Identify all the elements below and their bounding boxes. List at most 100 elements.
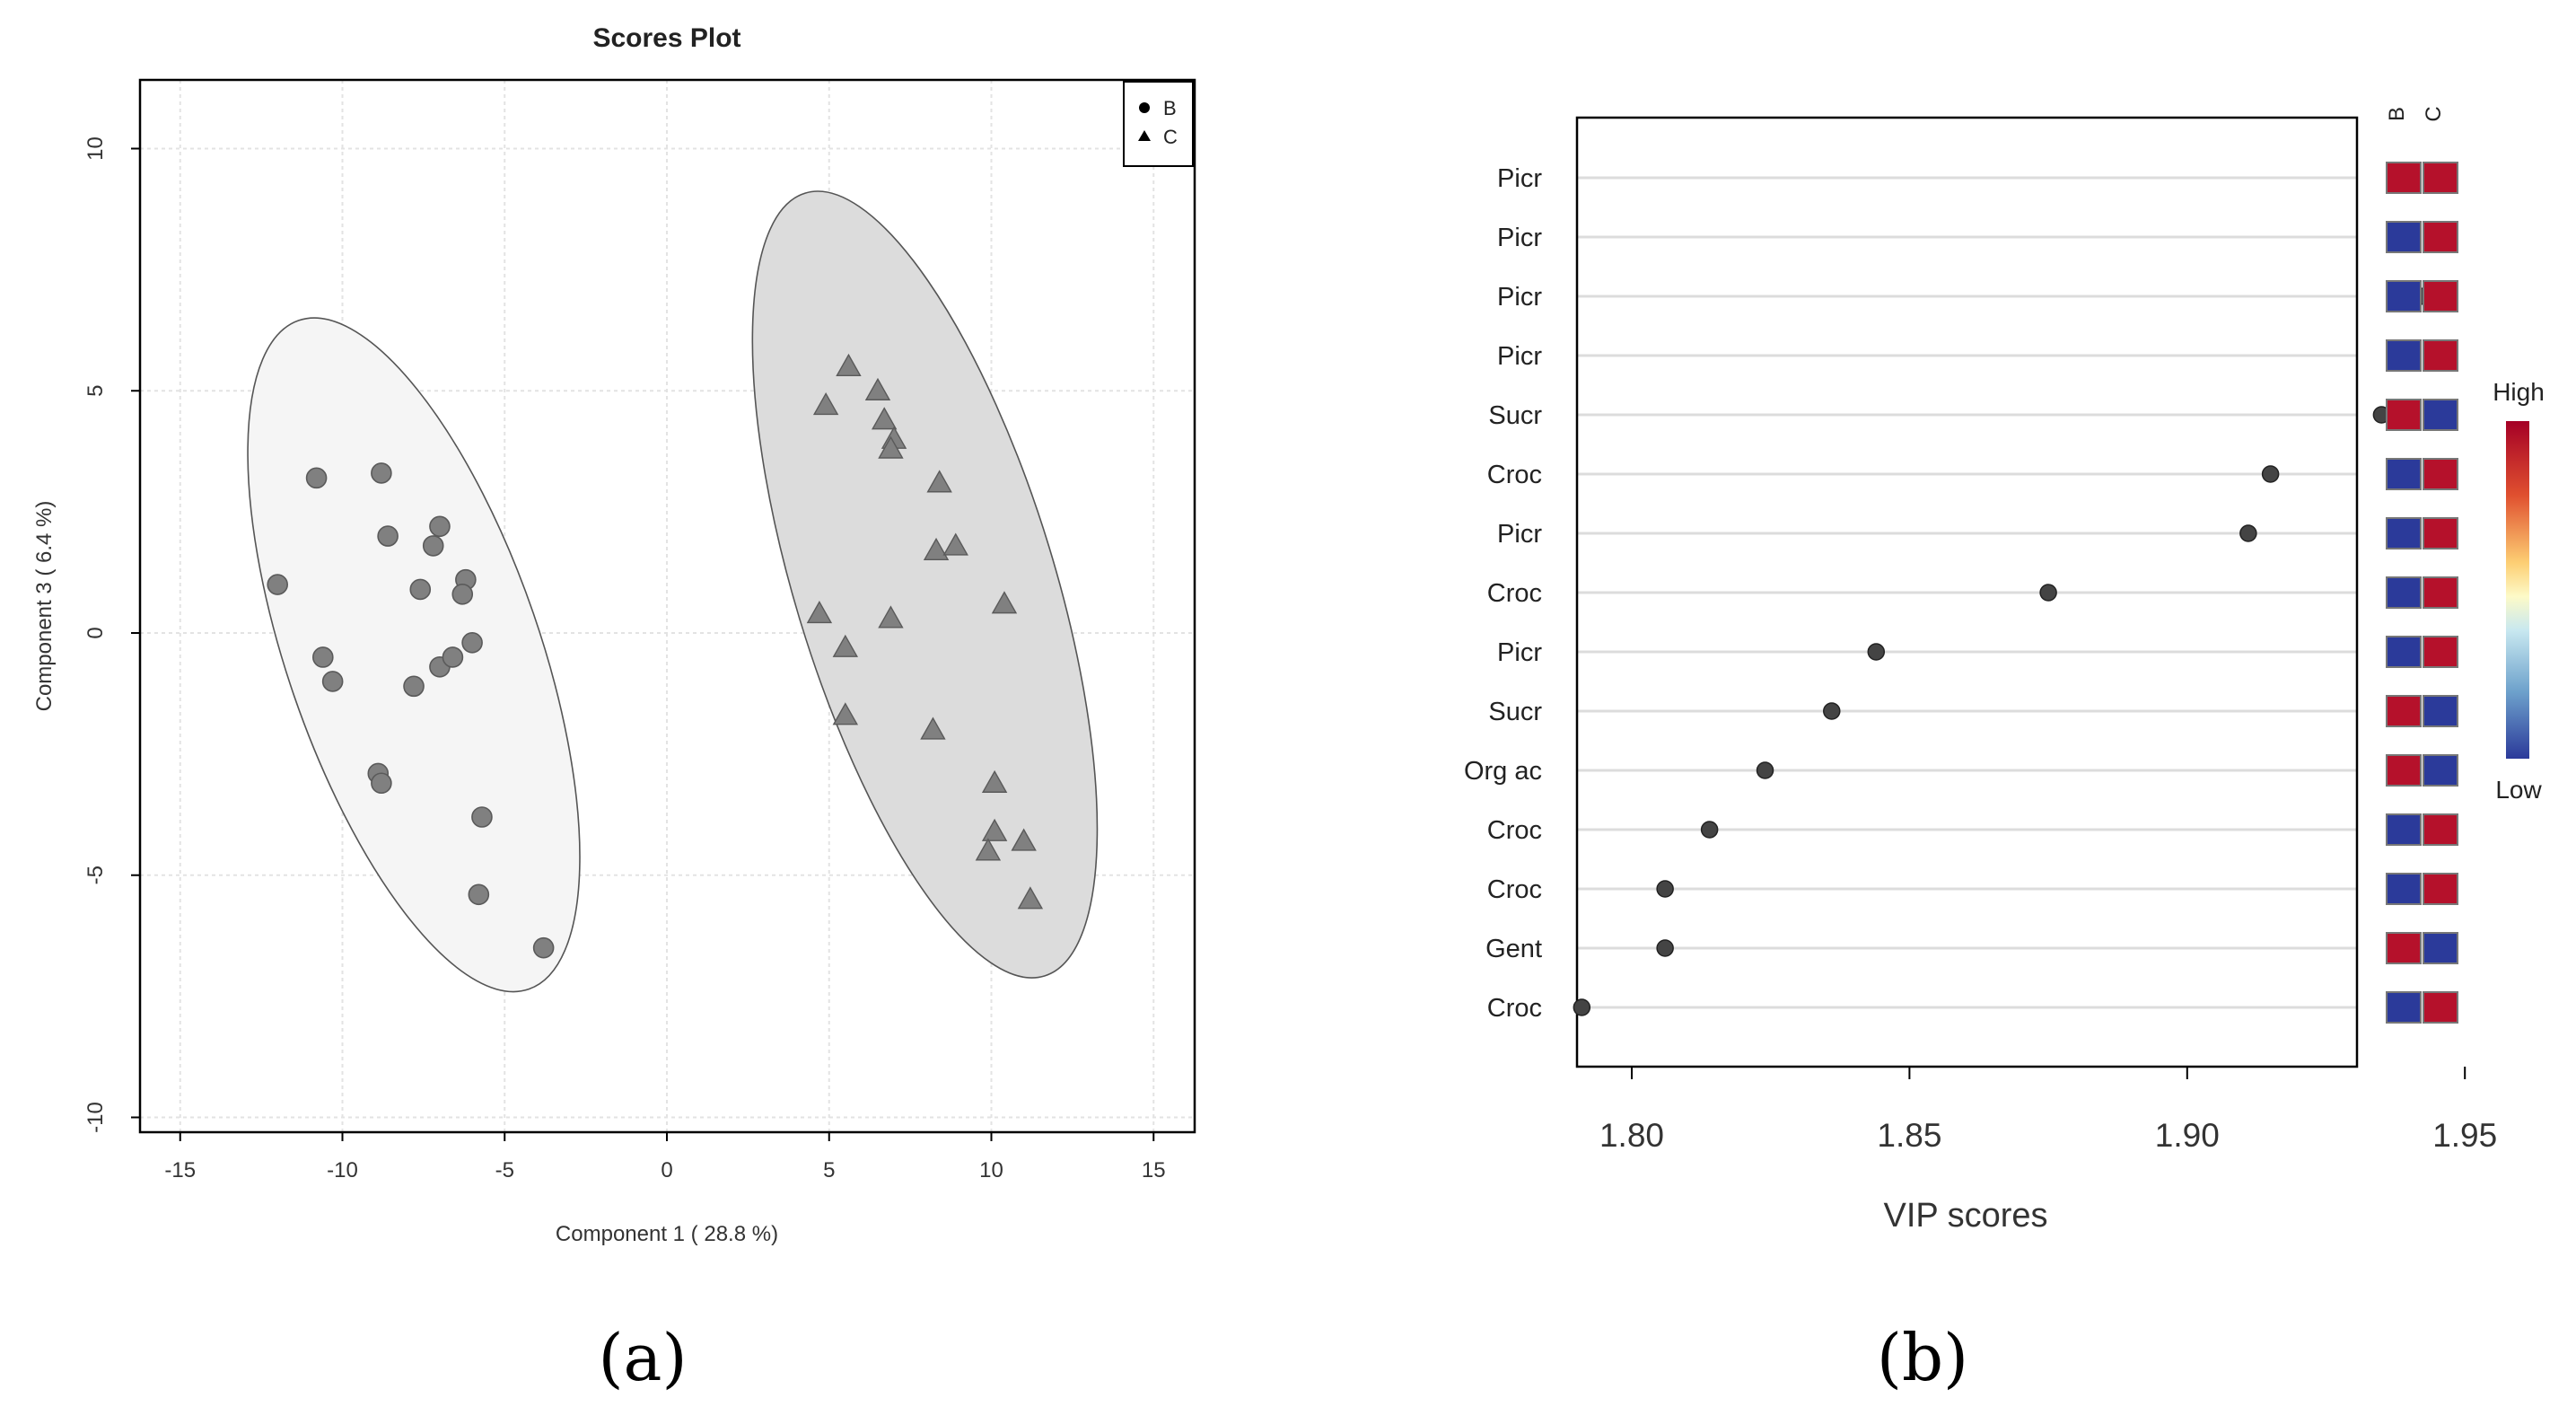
heatmap-cell-b (2386, 576, 2422, 609)
vip-feature-label: Sucr (1488, 401, 1542, 430)
vip-heatmap (2386, 162, 2458, 1024)
x-tick-label: 0 (661, 1158, 672, 1182)
vip-x-tick-label: 1.95 (2432, 1117, 2497, 1154)
heatmap-cell-c (2423, 932, 2458, 964)
vip-feature-label: Picr (1497, 342, 1542, 371)
heatmap-cell-c (2423, 754, 2458, 787)
point-b (305, 467, 328, 489)
heatmap-cell-c (2423, 813, 2458, 846)
panel-label-b: (b) (1877, 1320, 1968, 1395)
confidence-ellipse-c (751, 190, 1099, 979)
y-tick-label: 0 (83, 627, 108, 638)
heatmap-column-label-b: B (2385, 107, 2409, 121)
point-b (267, 574, 289, 595)
point-b (371, 462, 392, 484)
vip-rows: Picr Picr Picr Picr Sucr Croc Picr Croc Picr Sucr… (1464, 164, 2357, 1023)
x-tick-label: 15 (1142, 1158, 1166, 1182)
scores-plot-x-ticks: -15 -10 -5 0 5 10 15 (164, 1132, 1166, 1182)
vip-dot (1573, 998, 1591, 1016)
vip-x-axis-label: VIP scores (1883, 1197, 2047, 1235)
vip-feature-label: Croc (1487, 994, 1542, 1023)
x-tick-label: -10 (327, 1158, 358, 1182)
point-b (403, 675, 425, 698)
heatmap-cell-b (2386, 636, 2422, 668)
legend-box (1123, 81, 1194, 167)
heatmap-cell-c (2423, 873, 2458, 905)
vip-dot (2039, 584, 2057, 602)
point-c (991, 591, 1018, 614)
y-tick-label: 5 (83, 385, 108, 397)
colorbar-low-label: Low (2495, 776, 2542, 804)
heatmap-cell-c (2423, 162, 2458, 194)
point-b (312, 646, 334, 668)
vip-dot (1656, 880, 1674, 898)
heatmap-cell-b (2386, 813, 2422, 846)
vip-feature-label: Sucr (1488, 698, 1542, 726)
vip-scores-panel: Picr Picr Picr Picr Sucr Croc Picr Croc Picr Sucr… (1464, 106, 2545, 1395)
heatmap-cell-c (2423, 576, 2458, 609)
legend-marker-c (1138, 130, 1151, 141)
point-b (321, 671, 344, 692)
heatmap-cell-c (2423, 991, 2458, 1024)
heatmap-cell-b (2386, 932, 2422, 964)
vip-feature-label: Picr (1497, 164, 1542, 193)
vip-dot (1823, 702, 1841, 720)
heatmap-column-label-c: C (2422, 106, 2446, 121)
scores-plot-legend: B C (1123, 81, 1194, 167)
scores-plot-y-axis-label: Component 3 ( 6.4 %) (32, 501, 57, 712)
scores-plot-points (267, 353, 1044, 959)
heatmap-cell-b (2386, 458, 2422, 490)
point-c (942, 532, 968, 556)
heatmap-cell-b (2386, 399, 2422, 431)
legend-label-c: C (1163, 126, 1178, 148)
vip-feature-label: Picr (1497, 283, 1542, 312)
vip-feature-label: Croc (1487, 579, 1542, 608)
point-c (923, 537, 950, 560)
point-c (1011, 828, 1037, 851)
point-b (371, 772, 392, 795)
heatmap-cell-b (2386, 221, 2422, 253)
point-b (461, 631, 483, 654)
legend-marker-b (1139, 102, 1150, 113)
point-c (806, 600, 833, 624)
vip-feature-label: Croc (1487, 875, 1542, 904)
point-c (1017, 886, 1044, 910)
x-tick-label: 10 (979, 1158, 1003, 1182)
vip-feature-label: Croc (1487, 461, 1542, 489)
heatmap-cell-b (2386, 695, 2422, 727)
point-c (878, 435, 904, 459)
heatmap-cell-b (2386, 517, 2422, 549)
point-b (377, 525, 399, 547)
vip-dot (1756, 761, 1774, 779)
point-b (471, 806, 493, 828)
point-b (429, 515, 451, 538)
point-c (832, 634, 859, 657)
heatmap-cell-c (2423, 458, 2458, 490)
vip-x-tick-label: 1.80 (1599, 1117, 1664, 1154)
colorbar-gradient (2506, 421, 2529, 759)
heatmap-cell-b (2386, 873, 2422, 905)
vip-feature-label: Croc (1487, 816, 1542, 845)
heatmap-cell-c (2423, 517, 2458, 549)
point-b (532, 936, 555, 959)
confidence-ellipse-b (247, 317, 581, 993)
scores-plot-panel: Scores Plot -15 -10 -5 0 5 10 15 -10 -5 0 5 10 Com… (32, 23, 1196, 1395)
scores-plot-title: Scores Plot (592, 23, 740, 53)
vip-feature-label: Picr (1497, 224, 1542, 252)
vip-x-tick-label: 1.90 (2155, 1117, 2220, 1154)
scores-plot-y-ticks: -10 -5 0 5 10 (83, 136, 140, 1133)
point-b (451, 584, 474, 605)
heatmap-cell-c (2423, 221, 2458, 253)
vip-plot-frame (1575, 116, 2359, 1068)
vip-dot (2261, 465, 2280, 483)
heatmap-cell-b (2386, 162, 2422, 194)
vip-feature-label: Org ac (1464, 757, 1542, 786)
heatmap-cell-b (2386, 280, 2422, 312)
vip-x-ticks: 1.801.851.901.952.002.05 (1599, 1067, 2497, 1154)
heatmap-cell-c (2423, 695, 2458, 727)
legend-label-b: B (1163, 97, 1177, 119)
point-c (975, 838, 1002, 861)
vip-dot (1656, 939, 1674, 957)
point-b (442, 646, 464, 668)
